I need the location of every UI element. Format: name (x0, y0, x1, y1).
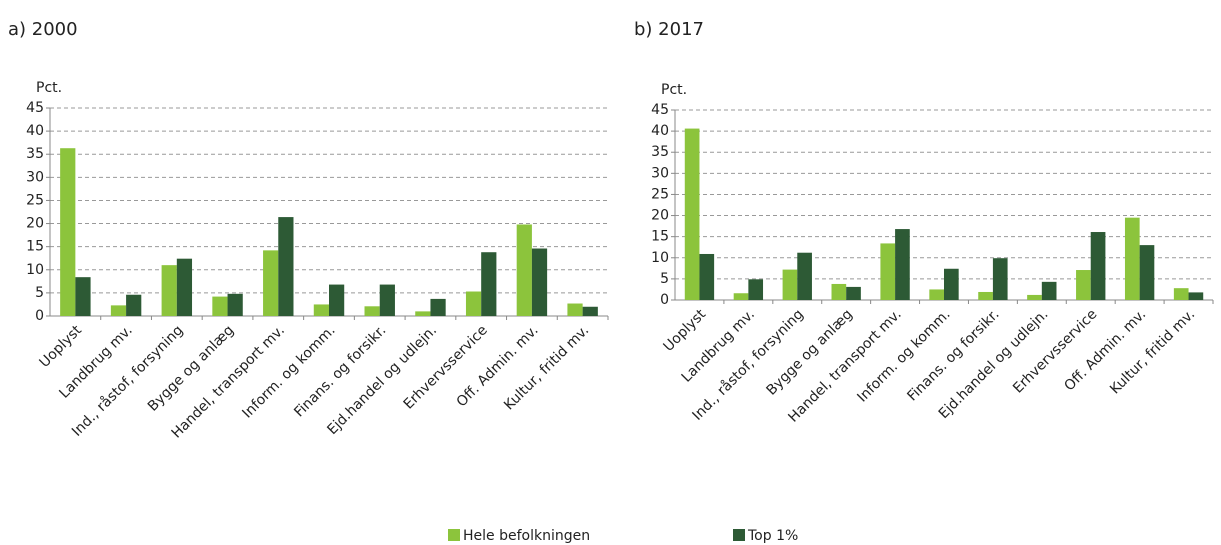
bar (846, 286, 861, 300)
x-tick-label: Bygge og anlæg (145, 322, 237, 414)
legend-label: Hele befolkningen (463, 528, 590, 544)
x-tick-label: Inform. og komm. (239, 322, 338, 421)
x-tick-label: Inform. og komm. (854, 306, 953, 405)
bar (60, 148, 76, 316)
bar (329, 284, 345, 316)
bar (1139, 245, 1155, 300)
bar (1076, 270, 1091, 300)
bar (1188, 292, 1204, 300)
bar (126, 294, 142, 316)
bar (465, 291, 482, 316)
y-tick-label: 15 (26, 239, 44, 255)
bar (1173, 288, 1189, 300)
bar (992, 258, 1008, 300)
x-tick-label: Kultur, fritid mv. (1107, 306, 1198, 397)
bar (531, 248, 548, 316)
bar (944, 268, 959, 300)
bar (782, 269, 798, 300)
bar (1027, 294, 1042, 300)
y-tick-label: 5 (660, 271, 669, 287)
chart-title: b) 2017 (634, 19, 704, 40)
bar (797, 252, 812, 300)
y-tick-label: 20 (26, 216, 44, 232)
y-tick-label: 35 (26, 146, 44, 162)
y-tick-label: 40 (26, 123, 44, 139)
y-tick-label: 30 (651, 165, 669, 181)
y-tick-label: 10 (26, 262, 44, 278)
y-tick-label: 35 (651, 144, 669, 160)
bar (364, 306, 380, 316)
bar (748, 279, 764, 300)
bar (263, 250, 279, 316)
bar (481, 252, 497, 316)
y-tick-label: 45 (651, 102, 669, 118)
bar (430, 298, 446, 316)
y-axis-label: Pct. (36, 80, 62, 96)
y-tick-label: 20 (651, 208, 669, 224)
bar (313, 304, 329, 316)
y-tick-label: 10 (651, 250, 669, 266)
y-tick-label: 0 (35, 308, 44, 324)
x-tick-label: Finans. og forsikr. (904, 306, 1002, 404)
bar (929, 289, 944, 300)
bar (379, 284, 395, 316)
bar (684, 128, 700, 300)
y-tick-label: 25 (26, 192, 44, 208)
bar (212, 296, 228, 316)
bar (978, 291, 993, 300)
x-tick-label: Uoplyst (36, 322, 85, 371)
x-tick-label: Kultur, fritid mv. (501, 322, 592, 413)
y-tick-label: 30 (26, 169, 44, 185)
bar (831, 283, 847, 300)
y-tick-label: 40 (651, 123, 669, 139)
bar (1124, 217, 1140, 300)
bar (75, 277, 91, 316)
x-tick-label: Bygge og anlæg (763, 306, 855, 398)
x-tick-label: Finans. og forsikr. (291, 322, 389, 420)
chart-title: a) 2000 (8, 19, 78, 40)
y-tick-label: 15 (651, 229, 669, 245)
bar (895, 229, 910, 300)
bar (880, 243, 896, 300)
bar (1090, 232, 1106, 300)
bar (110, 305, 127, 316)
y-axis-label: Pct. (661, 82, 687, 98)
legend-label: Top 1% (747, 528, 798, 544)
bar (516, 224, 532, 316)
y-tick-label: 25 (651, 186, 669, 202)
y-tick-label: 5 (35, 285, 44, 301)
bar (176, 258, 193, 316)
bar (227, 293, 243, 316)
x-tick-label: Uoplyst (661, 306, 710, 355)
legend-swatch (733, 529, 745, 541)
bar (278, 217, 294, 316)
y-tick-label: 45 (26, 100, 44, 116)
x-tick-label: Erhvervsservice (1010, 306, 1100, 396)
bar (415, 311, 431, 316)
bar (161, 265, 177, 316)
bar (567, 303, 583, 316)
legend-swatch (448, 529, 460, 541)
bar (1041, 281, 1057, 300)
bar (699, 253, 715, 300)
bar (733, 293, 749, 300)
y-tick-label: 0 (660, 292, 669, 308)
bar (582, 306, 598, 316)
